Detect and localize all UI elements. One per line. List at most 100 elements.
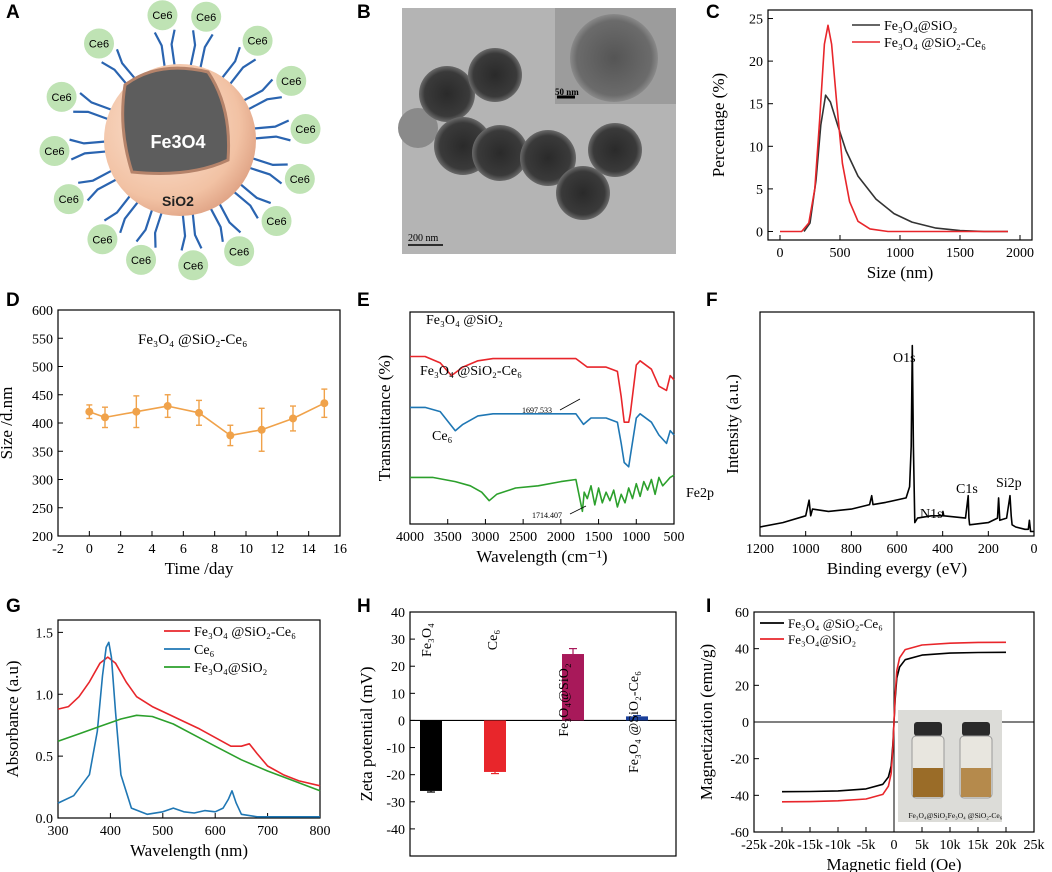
x-tick-label: -20k [769,838,795,853]
x-tick-label: -25k [741,838,767,853]
ligand-linker [170,29,176,67]
ligand-linker [218,202,242,234]
x-tick-label: 4000 [396,530,424,545]
ce6-label: Ce6 [152,10,172,22]
category-label: Ce₆ [486,630,501,651]
ligand-linker [191,212,203,249]
data-point [132,407,141,416]
y-tick-label: 20 [735,679,749,694]
ce6-bead [224,236,255,267]
y-tick-label: 5 [756,183,763,198]
ce6-label: Ce6 [290,174,310,186]
vial-cap [962,722,990,736]
ce6-bead [87,224,118,255]
series-line [780,24,1008,233]
series-line [781,641,1007,803]
x-tick-label: 0 [86,542,93,557]
chart-h-zeta: -40 -30 -20 -10 0 10 20 30 40 Zeta potential (mV)… [357,606,677,857]
ce6-bead [39,135,70,166]
legend-label: Fe₃O₄ @SiO₂-Ce₆ [788,616,883,631]
ce6-label: Ce6 [89,38,109,50]
x-tick-label: 500 [664,530,685,545]
series-line [410,406,675,468]
y-tick-label: -40 [386,823,405,838]
peak-annotation: 1714.407 [532,511,562,520]
vial-liquid [961,768,991,797]
main-scalebar-label: 200 nm [408,233,439,244]
panel-a-schematic: Ce6 Ce6 Ce6 Ce6 Ce6 Ce6 Ce6 Ce6 Ce6 Ce6 Ce6 Ce6 Ce6 C… [39,0,321,281]
panel-label-f: F [706,290,718,311]
x-tick-label: 2000 [547,530,575,545]
data-point [289,414,297,423]
x-tick-label: 0 [1031,542,1038,557]
y-tick-label: 0.5 [36,750,54,765]
y-axis-label: Zeta potential (mV) [357,666,376,801]
y-tick-label: 400 [32,417,53,432]
panel-label-h: H [357,596,371,617]
ligand-linker [180,214,187,251]
ce6-ligands: Ce6 Ce6 Ce6 Ce6 Ce6 Ce6 Ce6 Ce6 Ce6 Ce6 Ce6 Ce6 Ce6 C… [39,0,321,281]
y-axis-label: Size /d.nm [0,387,16,460]
series-line [89,402,325,437]
vial-label: Fe₃O₄@SiO₂ [908,811,948,820]
annotation-arrow [569,505,587,515]
tem-particle [520,130,576,186]
ce6-bead [191,1,222,32]
y-tick-label: 200 [32,530,53,545]
y-axis-label: Intensity (a.u.) [723,374,742,474]
peak-label: N1s [920,507,943,522]
x-axis-label: Size (nm) [867,263,934,282]
ce6-bead [290,114,321,145]
y-tick-label: 20 [391,660,405,675]
y-tick-label: 40 [391,606,405,621]
y-tick-label: 1.5 [36,626,54,641]
ligand-linker [79,92,113,112]
bar [626,716,648,721]
legend-label: Fe₃O₄@SiO₂ [884,19,958,34]
legend-label: Fe₃O₄@SiO₂ [788,632,856,647]
chart-title: Fe₃O₄ @SiO₂-Ce₆ [138,332,247,348]
y-tick-label: -30 [386,796,405,811]
tem-particle [472,125,528,181]
series-label: Ce₆ [432,429,453,444]
ligand-linker [209,207,224,242]
x-tick-label: 1000 [622,530,650,545]
legend-label: Fe₃O₄@SiO₂ [194,661,268,676]
panel-label-b: B [357,2,371,23]
ce6-bead [84,28,115,59]
series-line [57,656,321,787]
legend-label: Ce₆ [194,643,215,658]
y-tick-label: 0 [742,716,749,731]
data-point [163,402,172,411]
ligand-linker [254,135,291,142]
data-point [85,407,94,416]
y-tick-label: 25 [749,13,763,28]
y-tick-label: 500 [32,361,53,376]
x-tick-label: -2 [52,542,64,557]
ce6-bead [147,0,178,31]
ce6-label: Ce6 [281,76,301,88]
vial-liquid [913,768,943,797]
x-tick-label: 500 [152,824,173,839]
x-tick-label: 400 [100,824,121,839]
ligand-linker [115,48,138,81]
x-tick-label: 14 [302,542,316,557]
core-label: Fe3O4 [150,132,205,152]
ce6-bead [284,163,315,194]
ce6-label: Ce6 [59,194,79,206]
series-line [57,714,321,792]
ligand-linker [220,46,241,80]
x-tick-label: 10k [940,838,961,853]
y-tick-label: 350 [32,445,53,460]
ligand-linker [135,208,154,243]
x-tick-label: 8 [211,542,218,557]
y-tick-label: 1.0 [36,688,54,703]
x-tick-label: 25k [1024,838,1045,853]
y-tick-label: 0.0 [36,812,54,827]
chart-f-xps: 1200 1000 800 600 400 200 0 Binding evergy (eV)… [686,311,1038,578]
tem-particle [419,66,475,122]
chart-d-size-stability: -2 0 2 4 6 8 10 12 14 16 200 250 300 350 400 450 500 550 6… [0,304,347,578]
x-axis-label: Magnetic field (Oe) [827,855,962,872]
x-tick-label: 6 [180,542,187,557]
